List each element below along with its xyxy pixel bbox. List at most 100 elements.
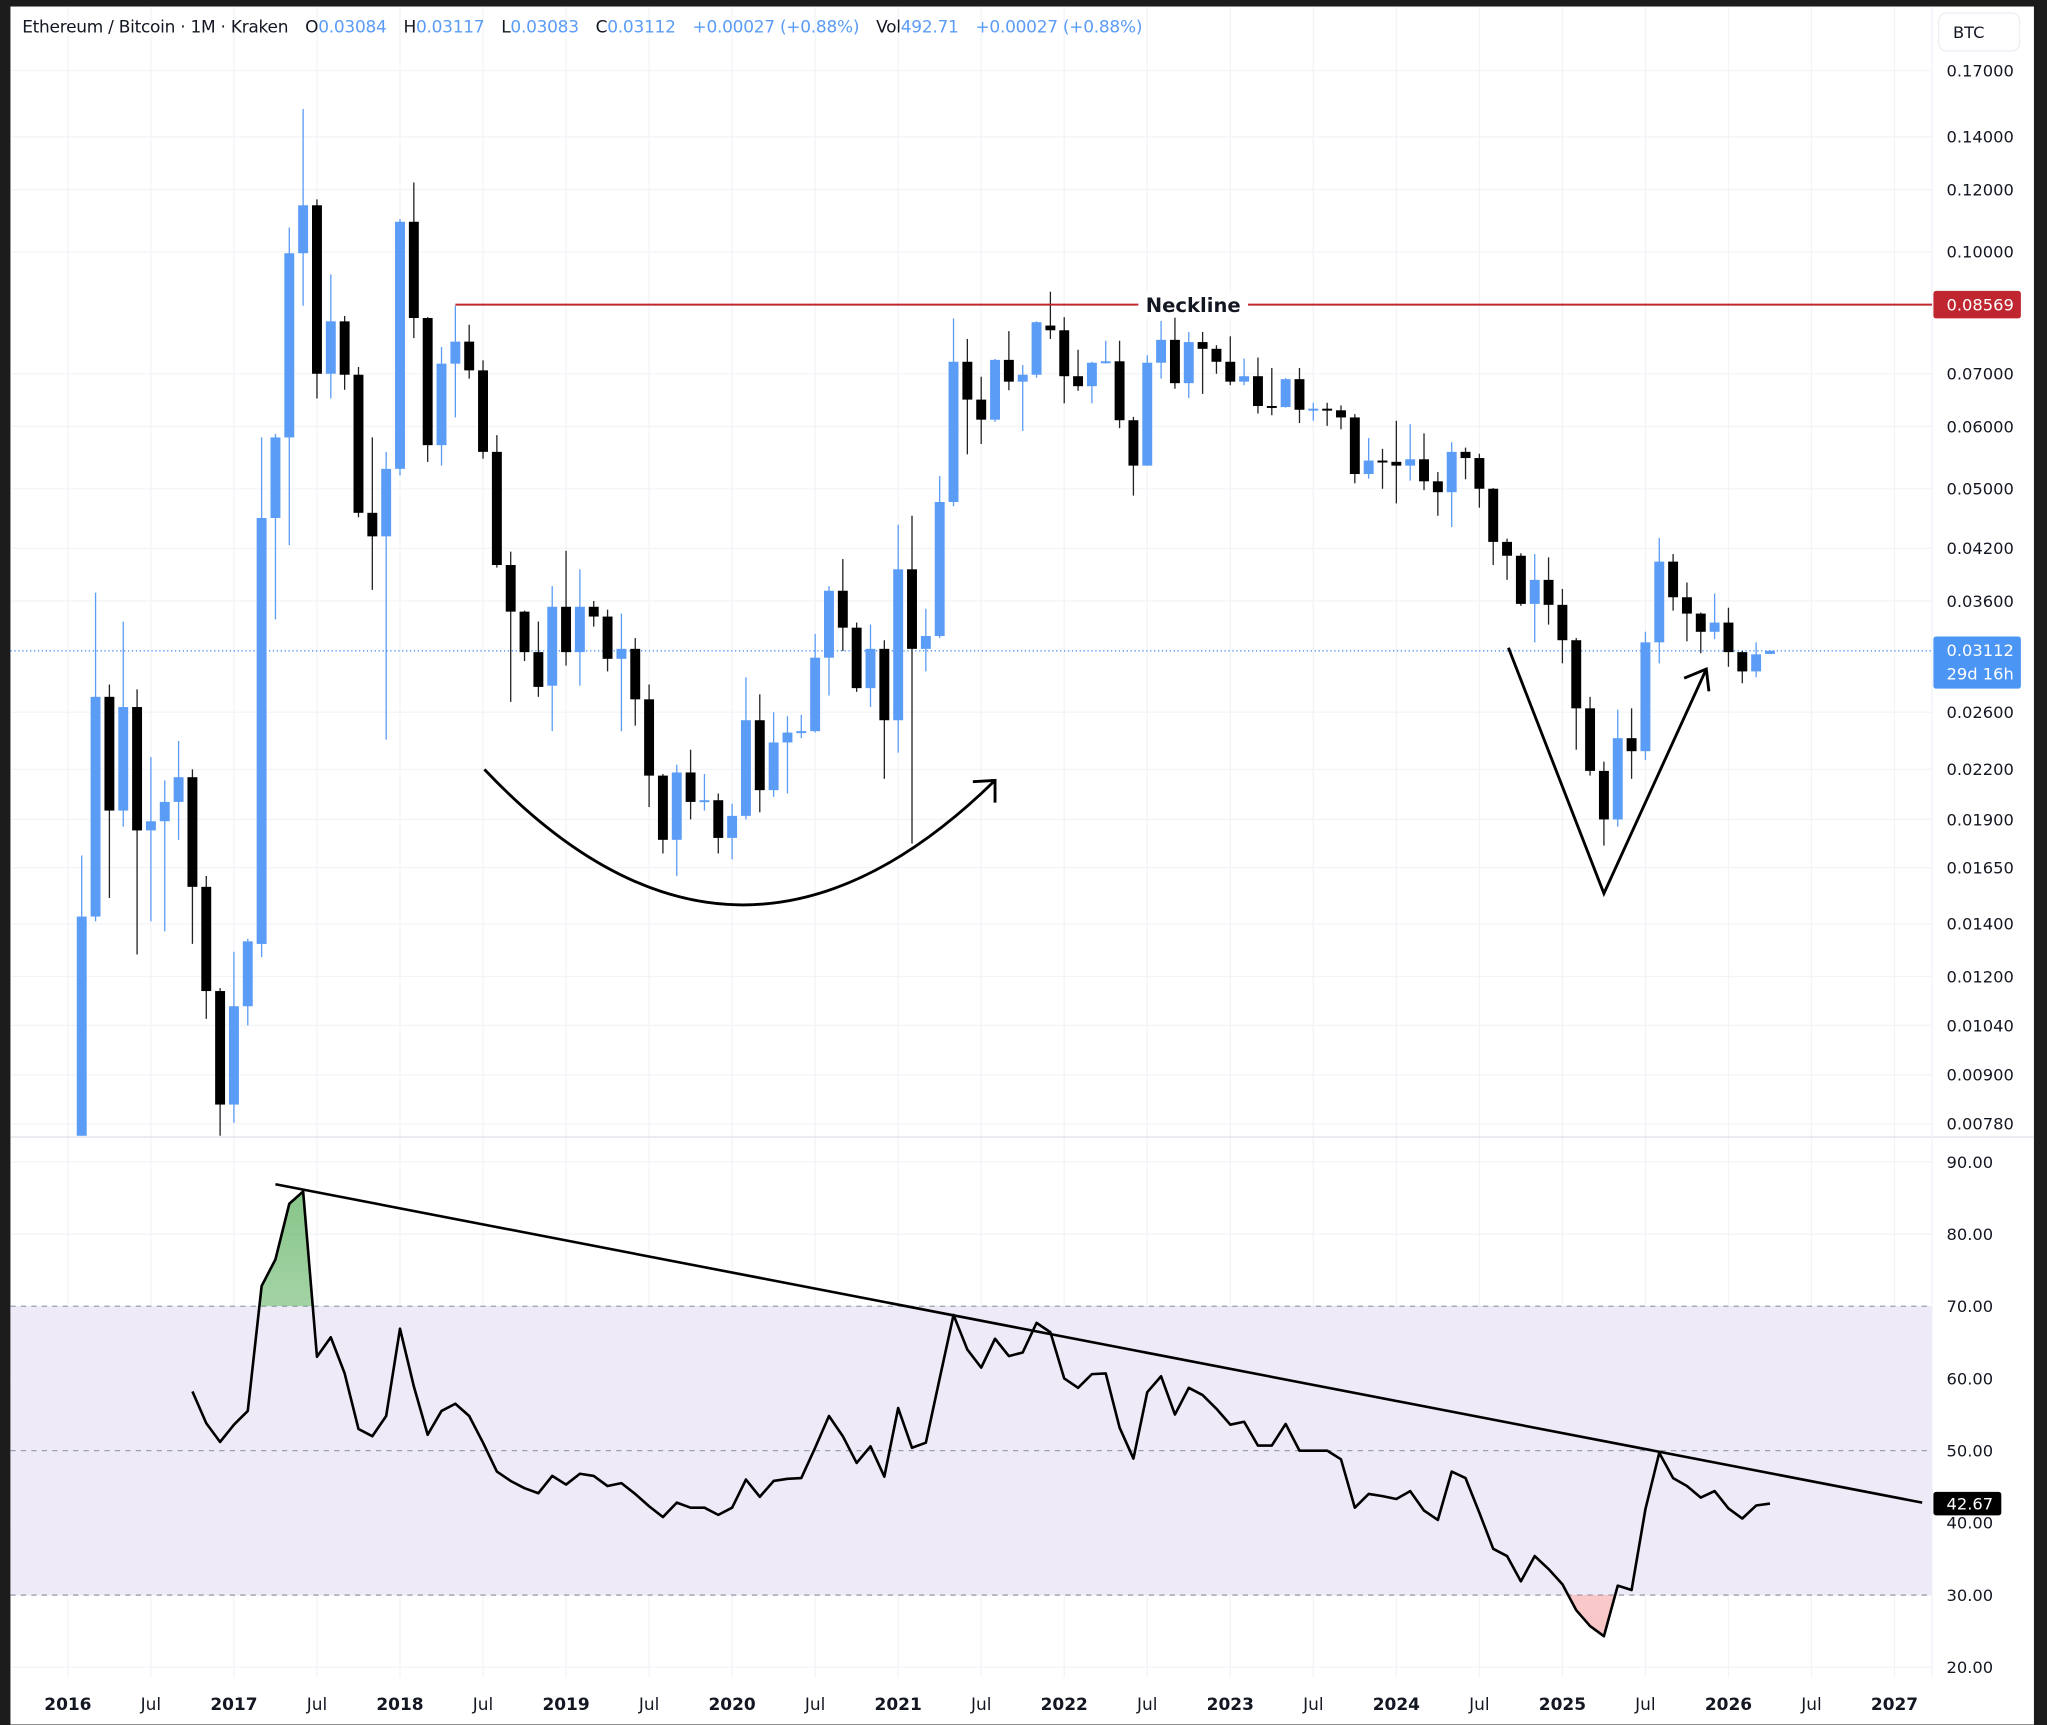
candle-body [1156,339,1167,363]
candle-body [256,517,267,944]
time-label-year: 2025 [1539,1695,1586,1715]
rsi-value-tag-text: 42.67 [1946,1494,1993,1513]
candle-body [1003,359,1014,382]
candle [907,515,917,844]
time-label-month: Jul [306,1695,327,1715]
candle-body [810,657,821,732]
candle-body [657,775,668,840]
rsi-trendline[interactable] [275,1182,1923,1504]
rsi-line [191,1190,1771,1638]
candle [671,764,682,877]
time-label-month: Jul [472,1695,493,1715]
v-recovery-arrow[interactable] [1507,647,1708,898]
open-value: 0.03084 [318,18,387,38]
candle [1571,638,1582,750]
candle [657,774,668,854]
candle [1737,651,1748,684]
candle [1225,336,1236,386]
candle [990,358,1000,422]
candle [1073,349,1084,391]
candle-body [934,501,945,636]
candle-body [408,221,419,319]
volume-change: +0.00027 (+0.88%) [975,18,1143,38]
candle [1391,420,1402,504]
symbol-title[interactable]: Ethereum / Bitcoin · 1M · Kraken [22,18,289,38]
rsi-tick-label: 80.00 [1946,1225,1993,1244]
candle [1612,709,1623,827]
symbol-legend[interactable]: Ethereum / Bitcoin · 1M · Kraken O0.0308… [22,18,1142,38]
candle [1640,631,1651,761]
time-label-year: 2022 [1041,1695,1088,1715]
candle-body [630,648,641,700]
price-tick-label: 0.00780 [1946,1115,2013,1134]
candle [1239,358,1250,386]
candle-body [1571,640,1582,709]
candle-body [1100,361,1111,364]
candle [796,714,807,739]
currency-button[interactable]: BTC [1937,12,2021,52]
price-tick-label: 0.01400 [1946,915,2013,934]
candle-body [1322,408,1333,411]
candle-body [1308,408,1319,411]
time-label-year: 2026 [1705,1695,1752,1715]
close-label: C [595,18,608,38]
candle [1377,448,1388,489]
rsi-oversold-fill [192,1595,1770,1637]
candle [159,780,170,932]
neckline-drawing[interactable]: Neckline [1138,291,1249,318]
candle-body [561,606,572,653]
candle-body [1585,708,1596,771]
candle-body [201,886,212,992]
candle [256,437,267,958]
candle [270,433,281,620]
candle-body [1612,738,1623,820]
price-tick-label: 0.17000 [1946,61,2013,80]
candle [1100,340,1111,364]
v-arrowhead-icon [1683,667,1711,692]
candle-body [132,707,143,831]
candle-body [1294,379,1305,410]
candle-body [1142,362,1153,466]
candle-body [1336,410,1346,418]
candle [837,559,848,652]
candle [920,608,931,672]
candle-body [284,253,295,438]
candle [339,315,350,390]
currency-button-frame[interactable] [1937,12,2021,52]
price-tick-label: 0.12000 [1946,180,2013,199]
currency-button-label[interactable]: BTC [1953,23,1985,42]
candle [118,621,129,827]
time-axis[interactable]: 2016 Jul 2017 Jul 2018 Jul 2019 Jul 2020 Jul 2021 J… [44,1695,1918,1715]
candle [768,712,779,797]
candle-body [907,569,917,649]
candle [976,376,987,444]
price-tick-label: 0.01900 [1946,810,2013,829]
price-axis[interactable]: 0.17000 0.14000 0.12000 0.10000 0.07000 0.060… [1946,61,2013,1133]
candle-body [1363,460,1374,475]
candle-body [1128,420,1139,466]
candle [1405,424,1416,481]
candle [1336,405,1346,430]
rsi-axis[interactable]: 90.00 80.00 70.00 60.00 50.00 40.00 30.00 20.00 [1946,1153,1993,1677]
candle-body [519,611,530,653]
candle-body [837,590,848,628]
candle [104,684,115,898]
time-label-year: 2024 [1373,1695,1420,1715]
price-change: +0.00027 (+0.88%) [692,18,860,38]
candle [284,227,295,546]
cup-curve-arrow[interactable] [483,768,997,907]
candle-body [1681,597,1692,614]
candlestick-series [76,108,1775,1136]
neckline-price-tag-bg [1933,290,2021,319]
time-label-month: Jul [638,1695,659,1715]
candle-body [1266,405,1277,408]
candle [1003,331,1014,391]
candle-body [1432,481,1443,493]
candle [215,988,226,1136]
rsi-tick-label: 90.00 [1946,1153,1993,1172]
candle-body [962,361,973,400]
candle [353,366,364,518]
candle [408,182,419,339]
candle-body [1225,361,1236,382]
